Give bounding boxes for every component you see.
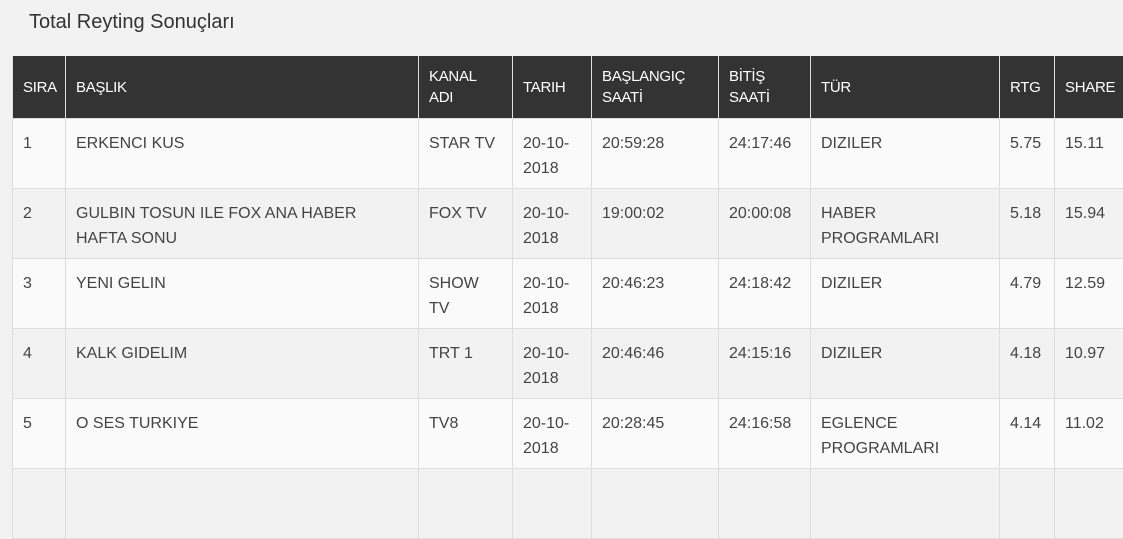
cell-baslik: KALK GIDELIM: [66, 329, 419, 399]
cell-sira: 3: [13, 259, 66, 329]
cell-baslangic-saati: 20:46:23: [592, 259, 719, 329]
cell-kanal-adi: SHOW TV: [419, 259, 513, 329]
empty-cell: [1055, 469, 1123, 539]
cell-tarih: 20-10-2018: [513, 399, 592, 469]
table-row: [13, 469, 1123, 539]
cell-tur: DIZILER: [811, 329, 1000, 399]
cell-sira: 1: [13, 119, 66, 189]
column-header-baslik[interactable]: BAŞLIK: [66, 56, 419, 119]
empty-cell: [13, 469, 66, 539]
cell-share: 11.02: [1055, 399, 1123, 469]
cell-baslangic-saati: 20:46:46: [592, 329, 719, 399]
cell-kanal-adi: STAR TV: [419, 119, 513, 189]
cell-sira: 2: [13, 189, 66, 259]
empty-cell: [1000, 469, 1055, 539]
cell-baslik: O SES TURKIYE: [66, 399, 419, 469]
cell-share: 15.11: [1055, 119, 1123, 189]
cell-baslik: YENI GELIN: [66, 259, 419, 329]
cell-tur: HABER PROGRAMLARI: [811, 189, 1000, 259]
empty-cell: [513, 469, 592, 539]
cell-rtg: 4.18: [1000, 329, 1055, 399]
cell-sira: 5: [13, 399, 66, 469]
cell-baslangic-saati: 20:59:28: [592, 119, 719, 189]
empty-cell: [419, 469, 513, 539]
empty-cell: [66, 469, 419, 539]
empty-cell: [811, 469, 1000, 539]
column-header-kanal-adi[interactable]: KANAL ADI: [419, 56, 513, 119]
cell-baslik: GULBIN TOSUN ILE FOX ANA HABER HAFTA SON…: [66, 189, 419, 259]
column-header-rtg[interactable]: RTG: [1000, 56, 1055, 119]
cell-baslangic-saati: 20:28:45: [592, 399, 719, 469]
column-header-baslangic-saati[interactable]: BAŞLANGIÇ SAATİ: [592, 56, 719, 119]
column-header-bitis-saati[interactable]: BİTİŞ SAATİ: [719, 56, 811, 119]
cell-tur: DIZILER: [811, 259, 1000, 329]
cell-bitis-saati: 24:16:58: [719, 399, 811, 469]
cell-rtg: 5.75: [1000, 119, 1055, 189]
page-title: Total Reyting Sonuçları: [29, 11, 235, 34]
cell-kanal-adi: FOX TV: [419, 189, 513, 259]
column-header-tarih[interactable]: TARIH: [513, 56, 592, 119]
cell-baslangic-saati: 19:00:02: [592, 189, 719, 259]
cell-tarih: 20-10-2018: [513, 259, 592, 329]
cell-sira: 4: [13, 329, 66, 399]
cell-bitis-saati: 24:15:16: [719, 329, 811, 399]
cell-bitis-saati: 24:17:46: [719, 119, 811, 189]
column-header-tur[interactable]: TÜR: [811, 56, 1000, 119]
empty-cell: [719, 469, 811, 539]
cell-tarih: 20-10-2018: [513, 119, 592, 189]
cell-rtg: 5.18: [1000, 189, 1055, 259]
cell-bitis-saati: 24:18:42: [719, 259, 811, 329]
cell-tarih: 20-10-2018: [513, 329, 592, 399]
cell-kanal-adi: TRT 1: [419, 329, 513, 399]
cell-tur: EGLENCE PROGRAMLARI: [811, 399, 1000, 469]
column-header-sira[interactable]: SIRA: [13, 56, 66, 119]
cell-tarih: 20-10-2018: [513, 189, 592, 259]
cell-share: 10.97: [1055, 329, 1123, 399]
cell-baslik: ERKENCI KUS: [66, 119, 419, 189]
cell-tur: DIZILER: [811, 119, 1000, 189]
cell-share: 12.59: [1055, 259, 1123, 329]
cell-rtg: 4.79: [1000, 259, 1055, 329]
cell-rtg: 4.14: [1000, 399, 1055, 469]
empty-cell: [592, 469, 719, 539]
cell-kanal-adi: TV8: [419, 399, 513, 469]
cell-share: 15.94: [1055, 189, 1123, 259]
cell-bitis-saati: 20:00:08: [719, 189, 811, 259]
column-header-share[interactable]: SHARE: [1055, 56, 1123, 119]
